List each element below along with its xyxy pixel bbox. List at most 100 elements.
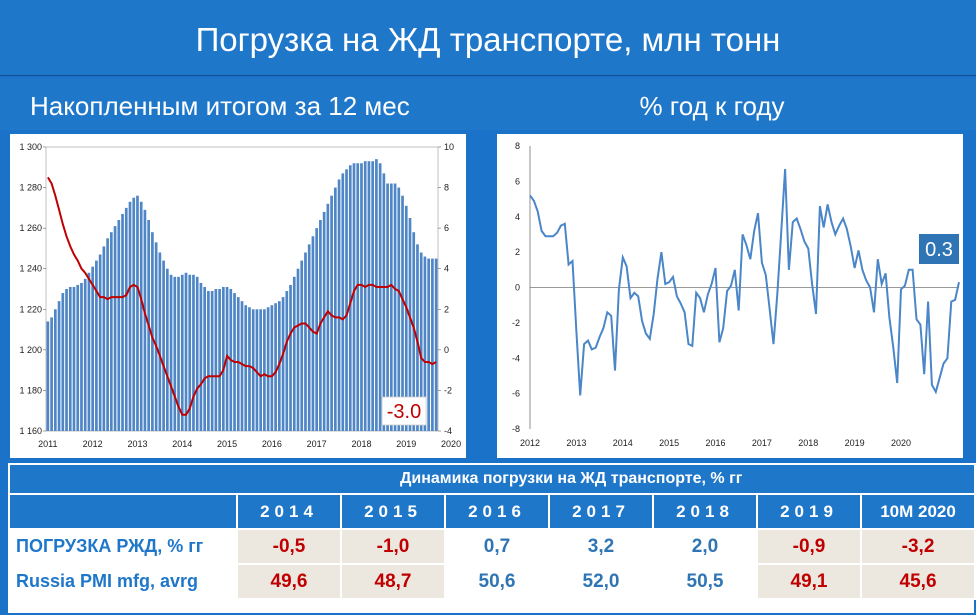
y-right-tick-label: 8 <box>444 183 449 193</box>
cumulative-loading-chart: 1 300 1 280 1 260 1 240 1 220 1 200 1 180 1 160… <box>10 134 466 458</box>
bar <box>307 244 311 431</box>
year-header-cell: 2018 <box>652 493 758 530</box>
y-right-tick-label: 4 <box>444 264 449 274</box>
x-tick-label: 2011 <box>38 439 57 449</box>
bar <box>423 256 427 431</box>
x-tick-label: 2019 <box>396 439 416 449</box>
bar <box>360 163 363 431</box>
bar <box>53 309 57 431</box>
right-chart-subtitle: % год к году <box>488 78 976 130</box>
bar <box>95 260 98 431</box>
page-title: Погрузка на ЖД транспорте, млн тонн <box>0 0 976 76</box>
bar <box>412 232 416 431</box>
y-right-tick-label: 6 <box>444 223 449 233</box>
bar <box>72 286 76 431</box>
bar <box>162 260 165 431</box>
bar <box>382 173 386 431</box>
bar <box>337 179 341 431</box>
bar <box>124 207 128 431</box>
series-line <box>47 176 437 416</box>
bar <box>210 291 214 431</box>
bar <box>214 289 218 431</box>
table-cell: 50,5 <box>652 563 758 600</box>
bar <box>371 161 375 431</box>
bar <box>117 220 121 431</box>
bar <box>345 169 348 432</box>
bar <box>393 183 397 431</box>
bar <box>431 258 434 431</box>
x-tick-label: 2014 <box>613 438 633 448</box>
x-tick-label: 2017 <box>752 438 772 448</box>
bar <box>180 274 184 431</box>
x-tick-label: 2012 <box>520 438 540 448</box>
year-header-cell: 2015 <box>340 493 446 530</box>
table-cell: 49,6 <box>236 563 342 600</box>
bar <box>416 244 419 431</box>
bar <box>68 286 72 431</box>
table-cell: 48,7 <box>340 563 446 600</box>
x-tick-label: 2018 <box>798 438 818 448</box>
annotation-box <box>381 396 427 426</box>
bar <box>375 159 378 431</box>
y-left-tick-label: 1 220 <box>19 304 42 314</box>
bar <box>65 289 68 431</box>
bar <box>427 258 431 431</box>
bar <box>259 309 263 431</box>
bar <box>173 276 177 431</box>
bar <box>132 197 136 431</box>
y-tick-label: -8 <box>512 424 520 434</box>
bar <box>408 218 412 431</box>
bar <box>207 291 210 431</box>
bar <box>165 268 169 431</box>
x-tick-label: 2018 <box>351 439 371 449</box>
bar <box>322 211 326 431</box>
y-tick-label: -6 <box>512 389 520 399</box>
year-header-cell: 2016 <box>444 493 550 530</box>
row-label: ПОГРУЗКА РЖД, % гг <box>8 528 238 565</box>
bar <box>255 309 259 431</box>
x-tick-label: 2013 <box>127 439 147 449</box>
yoy-loading-chart: 8 6 4 2 0 -2 -4 -6 -8 2012 2013 2014 2015 2016 2017 201… <box>497 134 963 458</box>
bar <box>136 195 139 431</box>
x-tick-label: 2020 <box>891 438 911 448</box>
table-cell: 50,6 <box>444 563 550 600</box>
year-header-cell: 10M 2020 <box>859 493 976 530</box>
bar <box>203 286 207 431</box>
bar <box>221 286 225 431</box>
bar <box>154 242 158 431</box>
bar <box>397 187 401 431</box>
bar <box>80 282 83 431</box>
bar <box>289 284 292 431</box>
annotation-label: -3.0 <box>387 401 421 423</box>
bar <box>248 307 251 431</box>
bar <box>274 303 277 431</box>
bar <box>102 246 106 431</box>
bar <box>281 297 285 431</box>
bar <box>378 163 382 431</box>
bar <box>184 272 188 431</box>
bar <box>386 183 389 431</box>
x-tick-label: 2017 <box>307 439 327 449</box>
y-left-tick-label: 1 300 <box>19 142 42 152</box>
cumulative-loading-chart-svg: 1 300 1 280 1 260 1 240 1 220 1 200 1 180 1 160… <box>19 142 461 449</box>
bar <box>401 195 404 431</box>
table-year-header: 2014 2015 2016 2017 2018 2019 10M 2020 <box>8 493 976 530</box>
y-right-tick-label: -2 <box>444 385 452 395</box>
bar <box>106 238 109 431</box>
bar <box>87 272 91 431</box>
x-tick-label: 2020 <box>441 439 461 449</box>
x-tick-label: 2016 <box>262 439 282 449</box>
bar <box>341 173 345 431</box>
y-left-tick-label: 1 260 <box>19 223 42 233</box>
bar <box>363 161 367 431</box>
year-header-empty <box>8 493 238 530</box>
y-tick-label: 0 <box>515 283 520 293</box>
bar <box>389 183 393 431</box>
bar <box>50 317 53 431</box>
bar <box>333 187 337 431</box>
y-tick-label: -4 <box>512 353 520 363</box>
annotation-box <box>919 234 959 264</box>
bar <box>83 278 87 431</box>
bar <box>158 252 162 431</box>
row-label: Russia PMI mfg, avrg <box>8 563 238 600</box>
